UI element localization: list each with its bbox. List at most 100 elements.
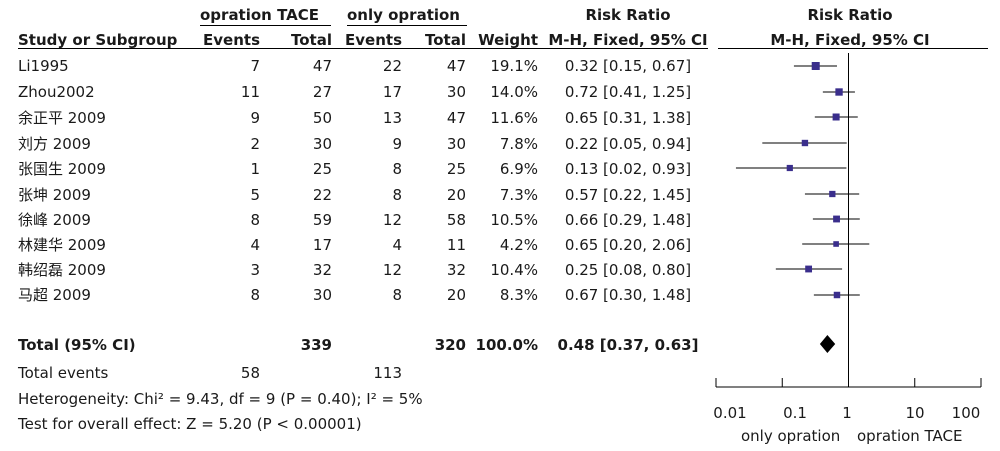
events2-cell: 12 <box>382 261 402 279</box>
total1-cell: 27 <box>312 83 332 101</box>
total2-cell: 20 <box>446 186 466 204</box>
total2-cell: 58 <box>446 211 466 229</box>
study-name: Li1995 <box>18 57 69 75</box>
study-name: 林建华 2009 <box>18 236 106 254</box>
total2-cell: 20 <box>446 286 466 304</box>
axis-tick-label: 1 <box>842 404 852 422</box>
point-estimate-marker <box>811 62 820 70</box>
group2-header: only opration <box>347 6 460 24</box>
events2-cell: 12 <box>382 211 402 229</box>
total1-cell: 17 <box>312 236 332 254</box>
study-name: Zhou2002 <box>18 83 95 101</box>
study-name: 张国生 2009 <box>18 160 106 178</box>
study-name: 张坤 2009 <box>18 186 91 204</box>
total1-cell: 25 <box>312 160 332 178</box>
ci-cell: 0.22 [0.05, 0.94] <box>564 135 692 153</box>
ci-cell: 0.57 [0.22, 1.45] <box>564 186 692 204</box>
weight-cell: 19.1% <box>490 57 538 75</box>
risk-ratio-plot-header: Risk Ratio <box>807 6 893 24</box>
point-estimate-marker <box>832 113 840 121</box>
total1-col-header: Total <box>291 31 332 49</box>
favours-right-label: opration TACE <box>857 427 963 445</box>
point-estimate-marker <box>801 139 809 147</box>
group1-underline <box>200 25 331 26</box>
weight-cell: 10.4% <box>490 261 538 279</box>
events1-cell: 2 <box>250 135 260 153</box>
favours-left-label: only opration <box>741 427 841 445</box>
events1-cell: 1 <box>250 160 260 178</box>
total2-cell: 47 <box>446 109 466 127</box>
ci-cell: 0.25 [0.08, 0.80] <box>564 261 692 279</box>
study-name: 马超 2009 <box>18 286 91 304</box>
total-events1: 58 <box>240 364 260 382</box>
total2-cell: 11 <box>446 236 466 254</box>
total1-cell: 30 <box>312 286 332 304</box>
method-text-header: M-H, Fixed, 95% CI <box>548 31 708 49</box>
weight-cell: 14.0% <box>490 83 538 101</box>
weight-cell: 7.3% <box>499 186 538 204</box>
total-ci: 0.48 [0.37, 0.63] <box>557 336 699 354</box>
total2-cell: 47 <box>446 57 466 75</box>
events1-cell: 4 <box>250 236 260 254</box>
weight-cell: 4.2% <box>499 236 538 254</box>
events1-cell: 7 <box>250 57 260 75</box>
weight-cell: 6.9% <box>499 160 538 178</box>
ci-cell: 0.67 [0.30, 1.48] <box>564 286 692 304</box>
weight-cell: 7.8% <box>499 135 538 153</box>
total-events-label: Total events <box>18 364 109 382</box>
study-name: 韩绍磊 2009 <box>18 261 106 279</box>
events1-col-header: Events <box>203 31 260 49</box>
ci-cell: 0.65 [0.31, 1.38] <box>564 109 692 127</box>
total2-cell: 30 <box>446 135 466 153</box>
events1-cell: 5 <box>250 186 260 204</box>
pooled-estimate-diamond <box>819 335 836 353</box>
events2-cell: 8 <box>392 286 402 304</box>
total2-cell: 30 <box>446 83 466 101</box>
ci-cell: 0.72 [0.41, 1.25] <box>564 83 692 101</box>
group1-header: opration TACE <box>200 6 320 24</box>
weight-col-header: Weight <box>478 31 538 49</box>
events1-cell: 3 <box>250 261 260 279</box>
ci-cell: 0.13 [0.02, 0.93] <box>564 160 692 178</box>
study-name: 余正平 2009 <box>18 109 106 127</box>
axis-tick-label: 100 <box>951 404 981 422</box>
plot-header-rule <box>718 48 988 49</box>
events2-cell: 13 <box>382 109 402 127</box>
point-estimate-marker <box>786 164 793 172</box>
ci-cell: 0.66 [0.29, 1.48] <box>564 211 692 229</box>
total1-cell: 22 <box>312 186 332 204</box>
total2-col-header: Total <box>425 31 466 49</box>
total1-cell: 59 <box>312 211 332 229</box>
total2-sum: 320 <box>434 336 466 354</box>
point-estimate-marker <box>833 241 839 247</box>
events2-cell: 8 <box>392 186 402 204</box>
weight-cell: 11.6% <box>490 109 538 127</box>
group2-underline <box>347 25 467 26</box>
heterogeneity-text: Heterogeneity: Chi² = 9.43, df = 9 (P = … <box>18 390 423 408</box>
axis-tick-label: 0.1 <box>783 404 807 422</box>
events1-cell: 8 <box>250 211 260 229</box>
total1-cell: 30 <box>312 135 332 153</box>
study-col-header: Study or Subgroup <box>18 31 178 49</box>
total-weight: 100.0% <box>475 336 538 354</box>
events1-cell: 9 <box>250 109 260 127</box>
events2-cell: 17 <box>382 83 402 101</box>
events1-cell: 11 <box>240 83 260 101</box>
total1-sum: 339 <box>300 336 332 354</box>
point-estimate-marker <box>833 291 841 299</box>
point-estimate-marker <box>829 190 836 198</box>
total2-cell: 25 <box>446 160 466 178</box>
table-header-rule <box>18 48 708 49</box>
events2-cell: 22 <box>382 57 402 75</box>
axis-tick-label: 10 <box>905 404 925 422</box>
study-name: 刘方 2009 <box>18 135 91 153</box>
risk-ratio-text-header: Risk Ratio <box>585 6 671 24</box>
ci-cell: 0.65 [0.20, 2.06] <box>564 236 692 254</box>
point-estimate-marker <box>805 265 813 273</box>
total1-cell: 47 <box>312 57 332 75</box>
events2-cell: 8 <box>392 160 402 178</box>
total2-cell: 32 <box>446 261 466 279</box>
events2-cell: 9 <box>392 135 402 153</box>
overall-effect-text: Test for overall effect: Z = 5.20 (P < 0… <box>18 415 362 433</box>
